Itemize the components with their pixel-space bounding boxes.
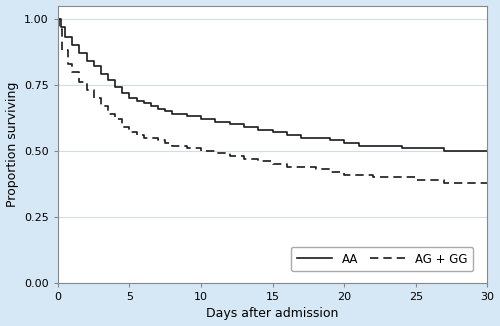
AG + GG	[484, 181, 490, 185]
AA	[442, 149, 448, 153]
AG + GG	[298, 165, 304, 169]
Legend: AA, AG + GG: AA, AG + GG	[290, 246, 473, 272]
AG + GG	[55, 17, 61, 21]
AA	[55, 17, 61, 21]
AA	[212, 117, 218, 121]
AG + GG	[413, 178, 419, 182]
AA	[170, 109, 175, 113]
AA	[141, 99, 147, 103]
AG + GG	[256, 159, 262, 163]
AG + GG	[284, 162, 290, 166]
AA	[69, 35, 75, 39]
AG + GG	[256, 157, 262, 161]
Line: AG + GG: AG + GG	[58, 19, 488, 183]
AA	[98, 64, 104, 68]
AG + GG	[442, 181, 448, 185]
AG + GG	[170, 141, 175, 145]
X-axis label: Days after admission: Days after admission	[206, 307, 339, 320]
Y-axis label: Proportion surviving: Proportion surviving	[6, 82, 18, 207]
Line: AA: AA	[58, 19, 488, 151]
AA	[327, 136, 333, 140]
AA	[484, 149, 490, 153]
